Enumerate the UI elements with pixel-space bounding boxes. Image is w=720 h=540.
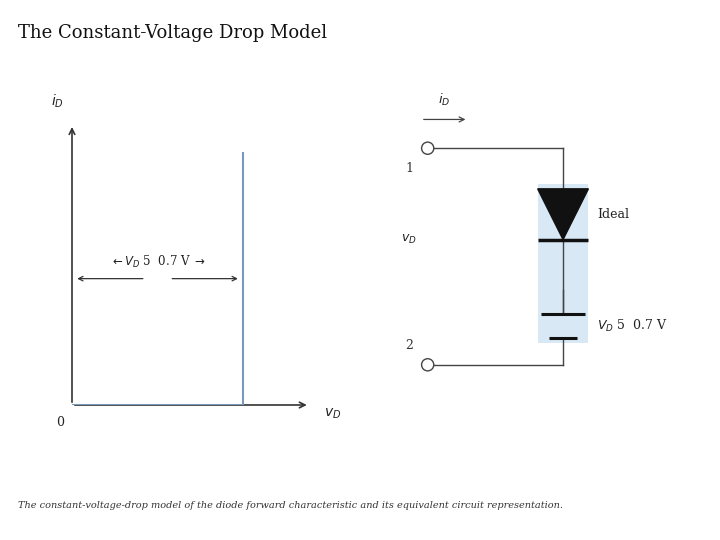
Polygon shape xyxy=(538,189,588,240)
Text: The Constant-Voltage Drop Model: The Constant-Voltage Drop Model xyxy=(18,24,327,42)
Text: 0: 0 xyxy=(56,416,64,429)
Text: 2: 2 xyxy=(405,339,413,352)
Text: 1: 1 xyxy=(405,162,413,175)
Text: $V_D$ 5  0.7 V: $V_D$ 5 0.7 V xyxy=(597,318,667,334)
Text: The constant-voltage-drop model of the diode forward characteristic and its equi: The constant-voltage-drop model of the d… xyxy=(18,501,563,510)
Text: $i_D$: $i_D$ xyxy=(51,93,64,110)
Text: $\leftarrow V_D$ 5  0.7 V $\rightarrow$: $\leftarrow V_D$ 5 0.7 V $\rightarrow$ xyxy=(109,254,205,270)
Text: $v_D$: $v_D$ xyxy=(324,406,341,421)
Text: $v_D$: $v_D$ xyxy=(401,233,417,246)
Bar xyxy=(538,184,588,343)
Text: Ideal: Ideal xyxy=(597,208,629,221)
Text: $i_D$: $i_D$ xyxy=(438,91,450,107)
